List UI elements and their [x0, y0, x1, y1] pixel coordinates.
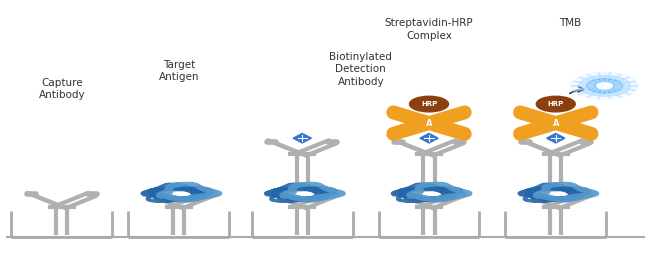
Text: HRP: HRP [547, 101, 564, 107]
Circle shape [597, 83, 612, 89]
Circle shape [410, 96, 448, 112]
Text: Target
Antigen: Target Antigen [159, 60, 199, 82]
Text: A: A [426, 119, 432, 128]
Text: Streptavidin-HRP
Complex: Streptavidin-HRP Complex [385, 18, 473, 41]
Circle shape [578, 75, 630, 96]
Text: HRP: HRP [421, 101, 437, 107]
Circle shape [594, 82, 615, 90]
Text: Capture
Antibody: Capture Antibody [38, 78, 85, 100]
Polygon shape [420, 133, 438, 143]
Circle shape [571, 72, 638, 99]
Polygon shape [547, 133, 565, 143]
Text: A: A [552, 119, 559, 128]
Circle shape [536, 96, 575, 112]
Text: Biotinylated
Detection
Antibody: Biotinylated Detection Antibody [330, 52, 392, 87]
Circle shape [586, 79, 623, 93]
Polygon shape [293, 133, 311, 143]
Text: TMB: TMB [559, 18, 581, 28]
